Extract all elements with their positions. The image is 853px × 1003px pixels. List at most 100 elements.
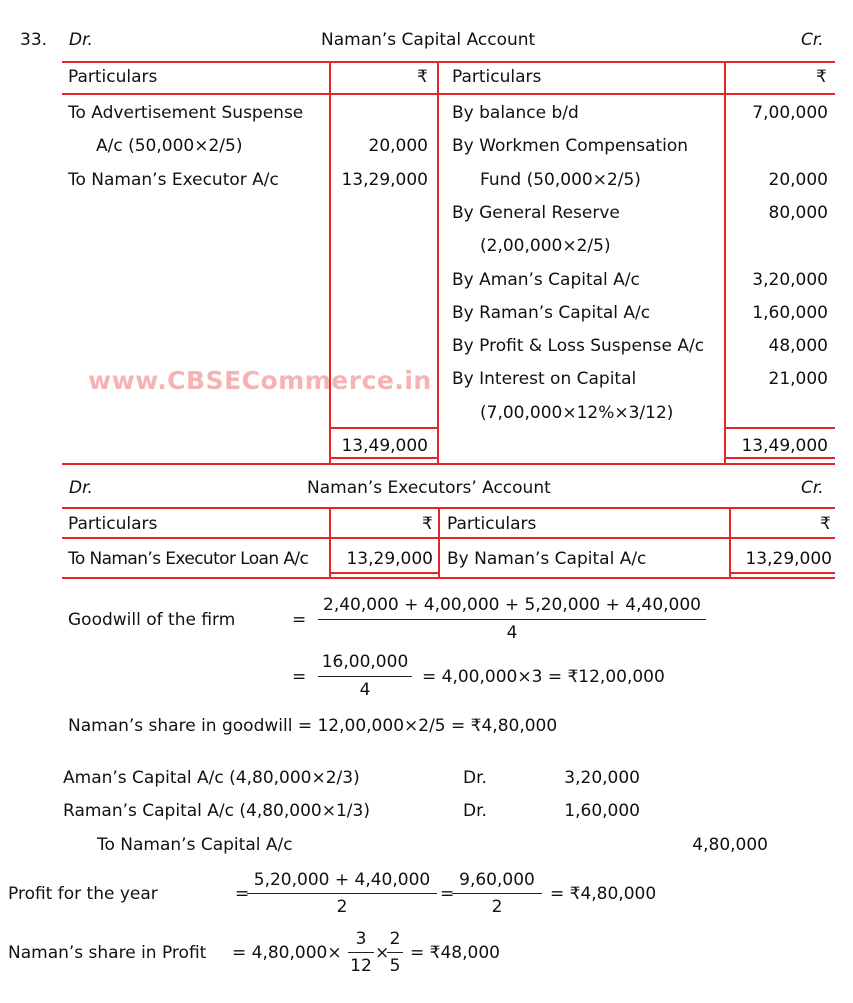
journal-dr: Dr.: [463, 801, 487, 821]
fraction-bar: [318, 676, 412, 677]
executors-account-title: Naman’s Executors’ Account: [307, 478, 551, 498]
credit-row-text: By Interest on Capital: [452, 369, 637, 389]
table-line: [62, 537, 835, 539]
dr-label: Dr.: [69, 30, 93, 50]
executor-credit-text: By Naman’s Capital A/c: [447, 549, 647, 569]
credit-row-amount: 1,60,000: [752, 303, 828, 323]
fraction-bar: [247, 893, 437, 894]
fraction-denominator: 12: [350, 956, 372, 976]
table-line: [62, 61, 835, 63]
executor-credit-amount: 13,29,000: [745, 549, 832, 569]
table-line: [62, 93, 835, 95]
credit-row-text: By Workmen Compensation: [452, 136, 689, 156]
table-line: [62, 507, 835, 509]
journal-credit-text: To Naman’s Capital A/c: [97, 835, 293, 855]
profit-label: Profit for the year: [8, 884, 158, 904]
credit-row-amount: 48,000: [768, 336, 828, 356]
header-currency: ₹: [820, 514, 831, 534]
goodwill-result: = 4,00,000×3 = ₹12,00,000: [422, 667, 665, 687]
header-currency: ₹: [422, 514, 433, 534]
share-label: Naman’s share in Profit: [8, 943, 207, 963]
fraction-numerator: 5,20,000 + 4,40,000: [253, 870, 431, 890]
cr-label: Cr.: [801, 30, 824, 50]
fraction-bar: [387, 952, 403, 953]
header-currency: ₹: [417, 67, 428, 87]
fraction-denominator: 4: [359, 680, 371, 700]
total-line: [329, 427, 439, 429]
credit-row-text: (2,00,000×2/5): [480, 236, 611, 256]
capital-account-title: Naman’s Capital Account: [321, 30, 536, 50]
journal-text: Aman’s Capital A/c (4,80,000×2/3): [63, 768, 360, 788]
table-line: [438, 507, 440, 579]
header-particulars: Particulars: [452, 67, 542, 87]
credit-row-text: By Profit & Loss Suspense A/c: [452, 336, 705, 356]
watermark: www.CBSECommerce.in: [88, 366, 432, 395]
share-result: = ₹48,000: [410, 943, 500, 963]
table-line: [329, 507, 331, 579]
credit-row-text: (7,00,000×12%×3/12): [480, 403, 674, 423]
total-left: 13,49,000: [341, 436, 428, 456]
equals: =: [235, 884, 250, 904]
executor-debit-text: To Naman’s Executor Loan A/c: [68, 549, 309, 569]
credit-row-amount: 20,000: [768, 170, 828, 190]
total-right: 13,49,000: [741, 436, 828, 456]
question-number: 33.: [20, 30, 48, 50]
fraction-bar: [348, 952, 374, 953]
header-particulars: Particulars: [447, 514, 537, 534]
fraction-numerator: 9,60,000: [459, 870, 535, 890]
credit-row-amount: 7,00,000: [752, 103, 828, 123]
journal-amount: 3,20,000: [564, 768, 640, 788]
table-line: [437, 61, 439, 465]
equals: =: [440, 884, 455, 904]
total-line: [724, 427, 835, 429]
fraction-bar: [318, 619, 706, 620]
fraction-numerator: 2,40,000 + 4,00,000 + 5,20,000 + 4,40,00…: [323, 595, 701, 615]
equals: =: [292, 667, 307, 687]
naman-goodwill-share: Naman’s share in goodwill = 12,00,000×2/…: [68, 716, 558, 736]
header-particulars: Particulars: [68, 514, 158, 534]
share-expression: = 4,80,000×: [232, 943, 342, 963]
credit-row-text: By General Reserve: [452, 203, 620, 223]
journal-dr: Dr.: [463, 768, 487, 788]
table-line: [62, 577, 835, 579]
debit-row-text: To Naman’s Executor A/c: [68, 170, 279, 190]
total-line: [329, 457, 439, 459]
journal-text: Raman’s Capital A/c (4,80,000×1/3): [63, 801, 370, 821]
total-line: [724, 457, 835, 459]
executor-debit-amount: 13,29,000: [346, 549, 433, 569]
credit-row-text: By Aman’s Capital A/c: [452, 270, 640, 290]
fraction-bar: [452, 893, 542, 894]
dr-label: Dr.: [69, 478, 93, 498]
total-line: [729, 572, 835, 574]
goodwill-label: Goodwill of the firm: [68, 610, 236, 630]
fraction-denominator: 5: [389, 956, 401, 976]
header-currency: ₹: [816, 67, 827, 87]
fraction-denominator: 4: [506, 623, 518, 643]
profit-result: = ₹4,80,000: [550, 884, 657, 904]
total-line: [329, 572, 439, 574]
fraction-denominator: 2: [491, 897, 503, 917]
credit-row-amount: 3,20,000: [752, 270, 828, 290]
credit-row-amount: 80,000: [768, 203, 828, 223]
debit-row-amount: 13,29,000: [341, 170, 428, 190]
journal-amount: 1,60,000: [564, 801, 640, 821]
credit-row-amount: 21,000: [768, 369, 828, 389]
table-line: [62, 463, 835, 465]
debit-row-amount: 20,000: [368, 136, 428, 156]
table-line: [729, 507, 731, 579]
credit-row-text: Fund (50,000×2/5): [480, 170, 641, 190]
debit-row-text: A/c (50,000×2/5): [96, 136, 243, 156]
cr-label: Cr.: [801, 478, 824, 498]
header-particulars: Particulars: [68, 67, 158, 87]
fraction-denominator: 2: [336, 897, 348, 917]
fraction-numerator: 2: [389, 929, 401, 949]
credit-row-text: By balance b/d: [452, 103, 579, 123]
table-line: [329, 61, 331, 465]
credit-row-text: By Raman’s Capital A/c: [452, 303, 651, 323]
journal-credit-amount: 4,80,000: [692, 835, 768, 855]
table-line: [724, 61, 726, 465]
debit-row-text: To Advertisement Suspense: [68, 103, 304, 123]
equals: =: [292, 610, 307, 630]
fraction-numerator: 3: [355, 929, 367, 949]
fraction-numerator: 16,00,000: [321, 652, 409, 672]
